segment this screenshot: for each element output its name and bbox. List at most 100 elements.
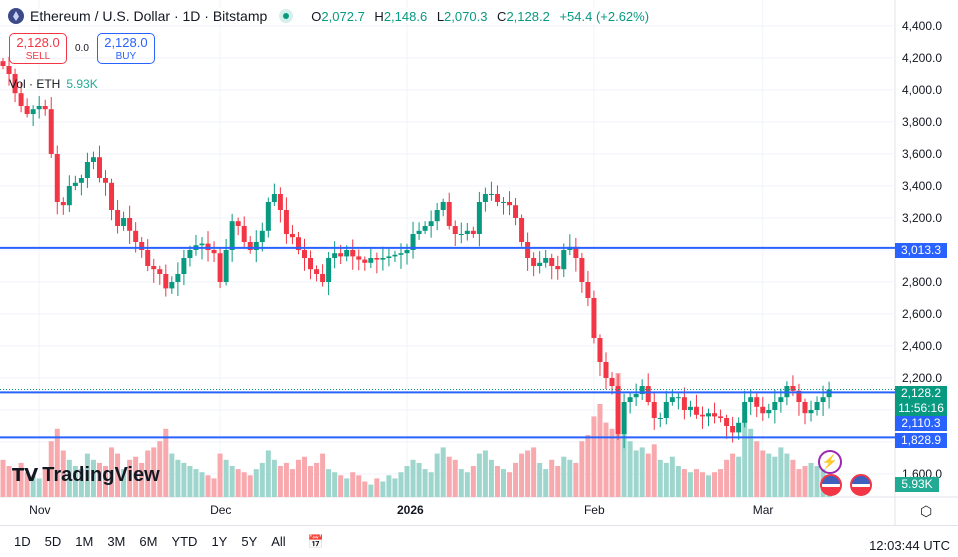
- candle-body: [133, 230, 139, 242]
- buy-button[interactable]: 2,128.0 BUY: [96, 33, 155, 64]
- range-all[interactable]: All: [271, 534, 286, 549]
- date-range-icon[interactable]: 📅: [307, 533, 324, 549]
- clock[interactable]: 12:03:44 UTC: [869, 538, 950, 553]
- candle-body: [597, 338, 603, 362]
- volume-bar: [458, 469, 464, 497]
- volume-bar: [127, 459, 133, 497]
- time-axis-label: Mar: [752, 503, 774, 517]
- price-chart[interactable]: [0, 0, 958, 525]
- volume-value: 5.93K: [66, 77, 98, 91]
- candle-body: [66, 186, 72, 206]
- volume-bar: [784, 453, 790, 497]
- candle-body: [362, 259, 368, 263]
- sell-button[interactable]: 2,128.0 SELL: [9, 33, 67, 64]
- candle-body: [742, 402, 748, 423]
- time-axis-label: Nov: [29, 503, 51, 517]
- volume-bar: [760, 450, 766, 497]
- volume-bar: [446, 456, 452, 497]
- candle-body: [633, 394, 639, 398]
- candle-body: [470, 230, 476, 234]
- volume-bar: [350, 472, 356, 497]
- volume-bar: [36, 478, 42, 497]
- volume-bar: [585, 435, 591, 497]
- candle-body: [60, 202, 66, 206]
- candle-body: [338, 253, 344, 257]
- candle-body: [531, 258, 537, 266]
- candle-body: [205, 243, 211, 250]
- range-5d[interactable]: 5D: [44, 534, 62, 549]
- volume-bar: [790, 459, 796, 497]
- candle-body: [802, 402, 808, 414]
- line-tag-2: 2,110.3: [895, 416, 947, 431]
- time-axis-label: Feb: [583, 503, 605, 517]
- volume-bar: [283, 462, 289, 497]
- volume-bar: [265, 450, 271, 497]
- range-1d[interactable]: 1D: [14, 534, 31, 549]
- candle-body: [573, 246, 579, 258]
- range-5y[interactable]: 5Y: [241, 534, 258, 549]
- symbol-title[interactable]: Ethereum / U.S. Dollar · 1D · Bitstamp: [30, 8, 268, 24]
- volume-bar: [30, 475, 36, 497]
- candle-body: [706, 413, 712, 417]
- candle-body: [24, 106, 30, 114]
- candle-body: [434, 210, 440, 222]
- candle-body: [30, 109, 36, 114]
- candle-body: [235, 221, 241, 226]
- us-flag-event-icon[interactable]: [820, 474, 842, 496]
- volume-bar: [42, 469, 48, 497]
- volume-bar: [597, 404, 603, 497]
- candle-body: [585, 282, 591, 298]
- volume-bar: [669, 456, 675, 497]
- volume-bar: [494, 466, 500, 497]
- volume-bar: [772, 456, 778, 497]
- volume-bar: [277, 466, 283, 497]
- volume-bar: [199, 472, 205, 497]
- candle-body: [48, 109, 54, 154]
- range-1m[interactable]: 1M: [75, 534, 94, 549]
- candle-body: [790, 386, 796, 391]
- candle-body: [169, 282, 175, 289]
- volume-bar: [452, 459, 458, 497]
- candle-body: [537, 262, 543, 266]
- low-label: L: [436, 8, 445, 24]
- candle-body: [36, 106, 42, 110]
- settings-icon[interactable]: ⬡: [920, 503, 933, 519]
- range-3m[interactable]: 3M: [107, 534, 126, 549]
- volume-bar: [754, 441, 760, 497]
- us-flag-event-icon[interactable]: [850, 474, 872, 496]
- candle-body: [621, 402, 627, 434]
- sell-price: 2,128.0: [16, 35, 60, 50]
- candle-body: [247, 242, 253, 250]
- price-axis-label: 4,000.0: [902, 83, 943, 97]
- candle-body: [778, 397, 784, 402]
- range-6m[interactable]: 6M: [139, 534, 158, 549]
- candle-body: [681, 397, 687, 410]
- range-ytd[interactable]: YTD: [171, 534, 198, 549]
- candle-body: [808, 410, 814, 414]
- volume-bar: [398, 472, 404, 497]
- candle-body: [748, 397, 754, 402]
- volume-bar: [525, 450, 531, 497]
- candle-body: [217, 253, 223, 282]
- candle-body: [525, 242, 531, 258]
- candle-body: [724, 418, 730, 426]
- volume-bar: [380, 481, 386, 497]
- candle-body: [374, 258, 380, 260]
- candle-body: [6, 66, 12, 74]
- candle-body: [603, 362, 609, 378]
- lightning-event-icon[interactable]: ⚡: [818, 450, 842, 474]
- volume-bar: [115, 453, 121, 497]
- volume-bar: [482, 450, 488, 497]
- candle-body: [356, 256, 362, 260]
- volume-bar: [103, 466, 109, 497]
- volume-bar: [808, 462, 814, 497]
- candle-body: [615, 386, 621, 434]
- candle-body: [476, 202, 482, 234]
- last-price-tag: 2,128.2 11:56:16: [895, 386, 947, 416]
- volume-bar: [579, 441, 585, 497]
- line-tag-3: 1,828.9: [895, 433, 947, 448]
- range-1y[interactable]: 1Y: [211, 534, 228, 549]
- volume-bar: [464, 472, 470, 497]
- candle-body: [446, 202, 452, 226]
- sell-label: SELL: [25, 51, 51, 62]
